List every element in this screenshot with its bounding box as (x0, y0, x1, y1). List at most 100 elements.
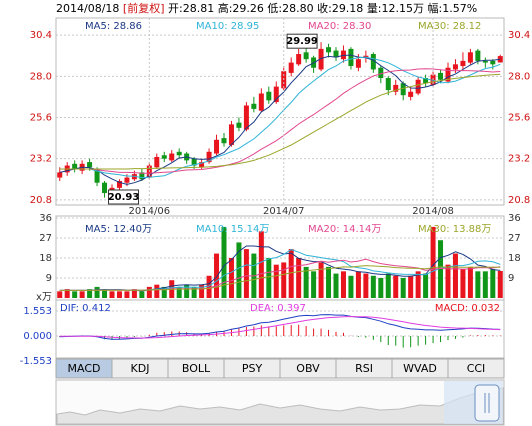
header: 2014/08/18 [前复权] 开:28.81 高:29.26 低:28.80… (56, 1, 477, 15)
candle-body (475, 50, 481, 61)
volume-bar (408, 275, 414, 298)
tab[interactable] (447, 358, 505, 379)
header-field: 幅:1.57% (428, 2, 478, 15)
candle-body (102, 182, 108, 193)
tab-label[interactable]: MACD (68, 362, 101, 375)
legend-entry: MA30: 28.12 (418, 21, 481, 32)
y-tick-label: 0.000 (23, 331, 52, 342)
volume-bar (452, 253, 458, 298)
y-tick-label: -1.553 (20, 356, 52, 367)
candle-body (124, 177, 130, 183)
volume-bar (154, 284, 160, 298)
volume-bar (266, 258, 272, 298)
candle-body (176, 151, 182, 156)
ma-line (59, 314, 501, 340)
candle-body (445, 67, 451, 82)
header-field: 开:28.81 (168, 2, 214, 15)
volume-bar (333, 273, 339, 298)
legend-entry: MA20: 14.14万 (308, 224, 381, 235)
volume-bar (116, 291, 122, 298)
volume-bar (146, 286, 152, 298)
volume-bar (273, 264, 279, 298)
candle-body (438, 72, 444, 80)
y-tick-label: 20.8 (30, 195, 52, 206)
candle-body (385, 78, 391, 91)
tab-label[interactable]: RSI (355, 362, 373, 375)
candle-body (228, 124, 234, 145)
volume-bar (161, 286, 167, 298)
high-label-box (286, 33, 318, 49)
volume-bar (199, 284, 205, 298)
candle-body (191, 158, 197, 166)
candle-body (273, 86, 279, 103)
volume-bar (87, 289, 93, 298)
candle-body (423, 78, 429, 84)
y-tick-label-right: 27 (508, 233, 521, 244)
x-tick-label: 2014/07 (263, 206, 305, 217)
legend-entry: MA10: 15.14万 (196, 224, 269, 235)
legend-entry: MACD: 0.032 (435, 303, 500, 314)
macd-panel (55, 299, 505, 359)
price-panel (55, 17, 505, 206)
legend-entry: MA5: 28.86 (85, 21, 142, 32)
volume-bar (258, 231, 264, 298)
candle-body (482, 60, 488, 63)
volume-bar (497, 271, 503, 298)
y-tick-label-right: 9 (508, 273, 514, 284)
volume-bar (490, 269, 496, 298)
y-tick-label: 30.4 (30, 30, 52, 41)
legend-entry: MA20: 28.30 (308, 21, 371, 32)
y-tick-label-right: 25.6 (508, 113, 530, 124)
volume-bar (438, 240, 444, 298)
legend-entry: MA10: 28.95 (196, 21, 259, 32)
volume-bar (430, 226, 436, 298)
candle-body (490, 60, 496, 65)
volume-bar (109, 291, 115, 298)
candle-body (415, 79, 421, 94)
volume-bar (482, 271, 488, 298)
candle-body (303, 52, 309, 60)
x-tick-label: 2014/06 (129, 206, 171, 217)
volume-bar (176, 286, 182, 298)
candle-body (221, 138, 227, 144)
candle-body (370, 54, 376, 70)
volume-bar (184, 284, 190, 298)
candle-body (251, 103, 257, 109)
candle-body (266, 91, 272, 101)
candle-body (408, 91, 414, 97)
y-tick-label: 1.553 (23, 306, 52, 317)
candle-body (154, 156, 160, 168)
candle-body (94, 168, 100, 183)
tab-label[interactable]: OBV (296, 362, 320, 375)
candle-body (348, 48, 354, 67)
volume-bar (348, 275, 354, 298)
tab-label[interactable]: WVAD (403, 362, 437, 375)
candle-body (288, 62, 294, 73)
volume-bar (131, 289, 137, 298)
candle-body (206, 151, 212, 163)
volume-bar (191, 286, 197, 298)
volume-bar (445, 264, 451, 298)
candle-body (326, 47, 332, 53)
tab-label[interactable]: PSY (242, 362, 263, 375)
tab-label[interactable]: KDJ (131, 362, 150, 375)
overview-handle[interactable] (474, 384, 500, 422)
candle-body (161, 155, 167, 159)
y-tick-label: 28.0 (30, 71, 52, 82)
ma-line (59, 54, 501, 185)
volume-bar (72, 291, 78, 298)
volume-bar (370, 275, 376, 298)
volume-bar (393, 275, 399, 298)
legend-entry: MA5: 12.40万 (85, 224, 152, 235)
y-tick-label: 25.6 (30, 113, 52, 124)
volume-bar (206, 275, 212, 298)
volume-bar (214, 253, 220, 298)
volume-bar (228, 258, 234, 298)
volume-bar (385, 273, 391, 298)
y-tick-label: 36 (39, 213, 52, 224)
volume-bar (139, 291, 145, 298)
tab-label[interactable]: BOLL (182, 362, 211, 375)
tab-label[interactable]: CCI (467, 362, 486, 375)
candle-body (378, 67, 384, 79)
